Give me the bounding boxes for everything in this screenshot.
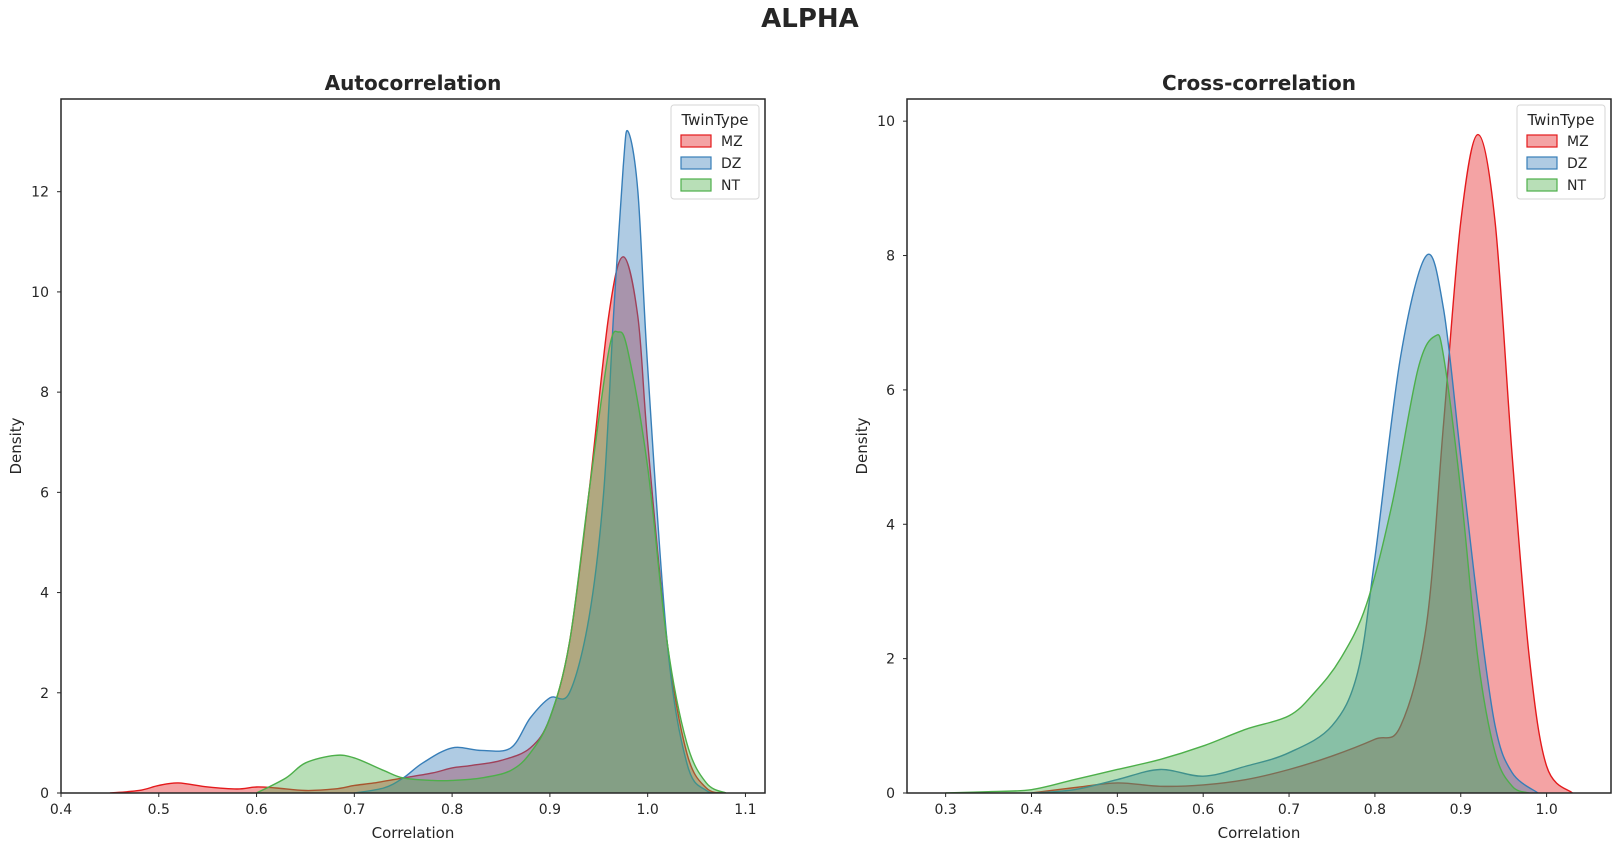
- x-tick-label: 0.7: [1278, 802, 1300, 818]
- density-line-nt: [256, 330, 727, 793]
- density-line-dz: [1031, 253, 1539, 793]
- legend-title: TwinType: [680, 111, 748, 129]
- x-tick-label: 0.6: [245, 802, 267, 818]
- x-tick-label: 0.5: [1106, 802, 1128, 818]
- x-tick-label: 0.8: [1364, 802, 1386, 818]
- x-tick-label: 1.0: [1535, 802, 1557, 818]
- y-tick-label: 2: [886, 652, 895, 668]
- legend-title: TwinType: [1526, 111, 1594, 129]
- plot-area: [945, 133, 1573, 793]
- chart-title: Cross-correlation: [1162, 71, 1356, 95]
- x-tick-label: 0.4: [1020, 802, 1042, 818]
- x-tick-label: 0.4: [50, 802, 72, 818]
- plot-area: [109, 129, 727, 793]
- density-area-mz: [1031, 134, 1573, 793]
- y-tick-label: 6: [40, 485, 49, 501]
- y-tick-label: 0: [40, 786, 49, 802]
- y-tick-label: 0: [886, 786, 895, 802]
- legend-box: [670, 104, 760, 200]
- x-axis-label: Correlation: [372, 824, 455, 842]
- density-area-nt: [945, 334, 1530, 793]
- y-tick-label: 8: [886, 249, 895, 265]
- legend-swatch-nt: [1526, 178, 1558, 192]
- density-area-nt: [256, 331, 726, 793]
- figure-title: ALPHA: [761, 4, 859, 34]
- legend-swatch-mz: [1526, 134, 1558, 148]
- y-tick-label: 12: [31, 185, 49, 201]
- legend-label-dz: DZ: [1567, 156, 1587, 172]
- legend: TwinType MZ DZ NT: [1516, 104, 1606, 200]
- legend-label-nt: NT: [1567, 178, 1586, 194]
- legend-swatch-mz: [680, 134, 712, 148]
- legend-label-mz: MZ: [1567, 134, 1589, 150]
- y-tick-label: 8: [40, 385, 49, 401]
- legend-label-mz: MZ: [721, 134, 743, 150]
- chart-title: Autocorrelation: [325, 71, 502, 95]
- density-area-dz: [1031, 254, 1539, 793]
- density-line-nt: [945, 334, 1530, 793]
- y-tick-label: 4: [40, 586, 49, 602]
- autocorrelation-panel: Autocorrelation 0.4 0.5 0.6 0.7 0.8 0.9 1.0 1.1 0…: [7, 71, 766, 842]
- x-tick-label: 0.3: [935, 802, 957, 818]
- legend: TwinType MZ DZ NT: [670, 104, 760, 200]
- x-axis-label: Correlation: [1218, 824, 1301, 842]
- y-axis-label: Density: [7, 417, 25, 474]
- y-tick-label: 10: [31, 285, 49, 301]
- density-line-mz: [109, 256, 727, 793]
- legend-label-nt: NT: [721, 178, 740, 194]
- cross-correlation-panel: Cross-correlation 0.3 0.4 0.5 0.6 0.7 0.8 0.9 1.…: [853, 71, 1612, 842]
- x-tick-label: 0.9: [539, 802, 561, 818]
- x-tick-label: 1.1: [734, 802, 756, 818]
- legend-box: [1516, 104, 1606, 200]
- x-tick-label: 1.0: [637, 802, 659, 818]
- x-tick-label: 0.9: [1450, 802, 1472, 818]
- x-tick-label: 0.5: [148, 802, 170, 818]
- y-tick-label: 2: [40, 686, 49, 702]
- y-tick-label: 10: [877, 114, 895, 130]
- density-line-dz: [354, 129, 726, 793]
- x-tick-label: 0.7: [343, 802, 365, 818]
- axes-frame: [60, 98, 766, 794]
- density-line-mz: [1031, 133, 1573, 793]
- legend-swatch-dz: [1526, 156, 1558, 170]
- x-tick-label: 0.8: [441, 802, 463, 818]
- legend-label-dz: DZ: [721, 156, 741, 172]
- x-tick-label: 0.6: [1192, 802, 1214, 818]
- density-area-mz: [109, 256, 726, 793]
- y-tick-label: 4: [886, 517, 895, 533]
- axes-frame: [906, 98, 1612, 794]
- y-tick-label: 6: [886, 383, 895, 399]
- density-area-dz: [354, 130, 726, 793]
- legend-swatch-dz: [680, 156, 712, 170]
- y-axis-label: Density: [853, 417, 871, 474]
- legend-swatch-nt: [680, 178, 712, 192]
